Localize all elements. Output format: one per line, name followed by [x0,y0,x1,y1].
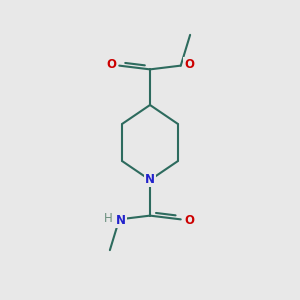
Text: N: N [116,214,126,226]
Text: H: H [104,212,113,225]
Text: N: N [145,173,155,187]
Text: O: O [106,58,116,70]
Text: O: O [184,58,194,70]
Text: O: O [184,214,194,227]
